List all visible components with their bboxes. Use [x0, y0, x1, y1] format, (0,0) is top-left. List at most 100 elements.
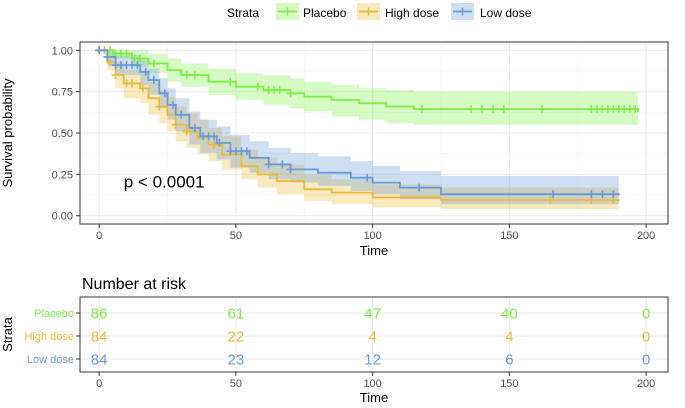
risk-count: 4: [368, 329, 376, 346]
legend-label: Low dose: [480, 6, 532, 20]
censor-mark: [609, 190, 618, 199]
y-tick-label: 1.00: [52, 45, 73, 57]
risk-table-title: Number at risk: [82, 276, 187, 293]
censor-mark: [182, 71, 191, 80]
censor-mark: [546, 196, 555, 205]
risk-count: 86: [91, 306, 108, 323]
censor-mark: [415, 183, 424, 192]
censor-mark: [499, 105, 508, 114]
censor-mark: [286, 89, 295, 98]
censor-mark: [106, 57, 115, 66]
legend-key-mark: [283, 7, 292, 16]
censor-mark: [264, 160, 273, 169]
censor-mark: [136, 54, 145, 63]
censor-mark: [160, 89, 169, 98]
censor-mark: [215, 138, 224, 147]
legend-label: Placebo: [303, 6, 347, 20]
censor-mark: [598, 190, 607, 199]
ci-band-1: [99, 50, 619, 210]
censor-mark: [210, 140, 219, 149]
risk-count: 0: [642, 329, 650, 346]
ci-band-2: [99, 50, 619, 206]
censor-mark: [538, 105, 547, 114]
censor-mark: [488, 105, 497, 114]
risk-count: 4: [505, 329, 513, 346]
risk-x-tick-label: 0: [96, 378, 102, 390]
series-0: [95, 46, 640, 114]
y-axis: 0.00 0.25 0.50 0.75 1.00 Survival probability: [0, 45, 80, 223]
risk-row-0: Placebo 86 61 47 40 0: [34, 306, 650, 323]
x-axis: 0 50 100 150 200 Time: [96, 224, 655, 258]
y-tick-label: 0.00: [52, 211, 73, 223]
x-tick-label: 200: [637, 230, 655, 242]
censor-mark: [363, 173, 372, 182]
censor-mark: [587, 190, 596, 199]
legend-title: Strata: [227, 6, 259, 20]
risk-count: 0: [642, 306, 650, 323]
censor-mark: [549, 190, 558, 199]
legend: Strata Placebo High dose Low dose: [227, 3, 532, 20]
censor-mark: [149, 59, 158, 68]
censor-mark: [177, 110, 186, 119]
censor-mark: [122, 49, 131, 58]
censor-mark: [149, 76, 158, 85]
y-tick-label: 0.50: [52, 128, 73, 140]
x-axis-title: Time: [360, 243, 388, 258]
censor-mark: [478, 105, 487, 114]
censor-mark: [242, 147, 251, 156]
y-axis-title: Survival probability: [0, 78, 15, 188]
risk-y-axis-title: Strata: [0, 316, 15, 351]
censor-mark: [155, 102, 164, 111]
risk-x-tick-label: 200: [637, 378, 655, 390]
censor-mark: [631, 105, 640, 114]
p-value-annotation: p < 0.0001: [124, 173, 205, 192]
censor-mark: [253, 82, 262, 91]
y-tick-label: 0.25: [52, 169, 73, 181]
x-tick-label: 100: [363, 230, 381, 242]
censor-mark: [133, 61, 142, 70]
series-2: [95, 46, 620, 199]
censor-mark: [226, 77, 235, 86]
censor-mark: [286, 165, 295, 174]
risk-x-tick-label: 150: [500, 378, 518, 390]
risk-x-axis: 0 50 100 150 200 Time: [96, 372, 655, 405]
risk-x-tick-label: 100: [363, 378, 381, 390]
risk-border: [79, 296, 669, 373]
risk-row-2: Low dose 84 23 12 6 0: [27, 352, 650, 369]
risk-count: 6: [505, 352, 513, 369]
y-tick-label: 0.75: [52, 87, 73, 99]
censor-mark: [190, 71, 199, 80]
legend-key-mark: [458, 7, 467, 16]
risk-row-label: Low dose: [27, 354, 74, 366]
risk-count: 84: [91, 352, 108, 369]
censor-mark: [467, 105, 476, 114]
risk-row-label: High dose: [24, 331, 74, 343]
censor-mark: [111, 71, 120, 80]
censor-mark: [171, 120, 180, 129]
censor-mark: [103, 52, 112, 61]
censor-mark: [182, 127, 191, 136]
risk-count: 40: [501, 306, 518, 323]
censor-mark: [278, 160, 287, 169]
censor-mark: [417, 105, 426, 114]
censor-mark: [95, 46, 104, 55]
x-tick-label: 150: [500, 230, 518, 242]
censor-mark: [275, 85, 284, 94]
x-tick-label: 50: [230, 230, 242, 242]
legend-label: High dose: [385, 6, 439, 20]
censor-mark: [141, 67, 150, 76]
censor-mark: [210, 132, 219, 141]
risk-count: 61: [228, 306, 245, 323]
risk-count: 12: [364, 352, 381, 369]
risk-row-1: High dose 84 22 4 4 0: [24, 329, 650, 346]
risk-count: 23: [228, 352, 245, 369]
survival-line-0: [99, 49, 639, 113]
risk-count: 47: [364, 306, 381, 323]
censor-mark: [168, 100, 177, 109]
risk-x-axis-title: Time: [360, 390, 388, 405]
censor-mark: [138, 84, 147, 93]
risk-count: 0: [642, 352, 650, 369]
x-tick-label: 0: [96, 230, 102, 242]
